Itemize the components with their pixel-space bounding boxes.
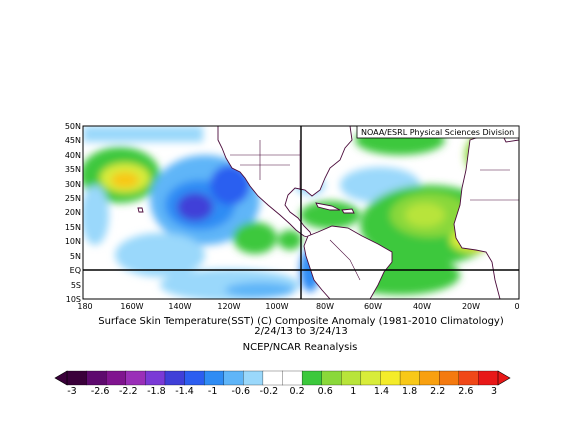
lat-label: 20N (65, 208, 81, 217)
anomaly-cool-nw-pacific (83, 126, 203, 142)
anomaly-warm-east-tropical-pacific (233, 222, 277, 254)
colorbar-label: -1 (208, 386, 217, 397)
land-africa (453, 127, 519, 299)
colorbar-swatch (145, 370, 166, 386)
credit-text: NOAA/ESRL Physical Sciences Division (361, 128, 514, 137)
map-frame (82, 125, 520, 300)
lon-label: 20W (462, 302, 480, 311)
anomaly-field (83, 126, 515, 299)
lon-label: 140W (168, 302, 191, 311)
lon-label: 80W (316, 302, 334, 311)
colorbar-swatch (184, 370, 205, 386)
anomaly-warm-north-pacific-peak (111, 172, 139, 188)
colorbar-label: -0.6 (232, 386, 251, 397)
lon-label: 180 (77, 302, 92, 311)
anomaly-warm-tropical-atlantic-peak (405, 203, 445, 227)
land-south-america (303, 225, 393, 299)
anomaly-cool-baja (210, 165, 250, 205)
period-caption: 2/24/13 to 3/24/13 (254, 326, 348, 337)
lon-label: 40W (413, 302, 431, 311)
colorbar-swatch (439, 370, 460, 386)
anomaly-cool-south-pacific-core (225, 282, 295, 298)
colorbar-label: 2.2 (430, 386, 445, 397)
colorbar-swatch (458, 370, 479, 386)
colorbar-swatch (282, 370, 303, 386)
source-caption: NCEP/NCAR Reanalysis (243, 342, 358, 353)
colorbar-swatch (321, 370, 342, 386)
lat-label: EQ (70, 266, 81, 275)
lon-label: 160W (120, 302, 143, 311)
anomaly-warm-caribbean (300, 201, 360, 229)
colorbar-swatch (86, 370, 107, 386)
colorbar-swatch (399, 370, 421, 386)
lat-label: 50N (65, 122, 81, 131)
colorbar-swatch (341, 370, 362, 386)
colorbar-swatch (66, 370, 88, 386)
colorbar-label: 2.6 (458, 386, 473, 397)
longitude-labels: 180 160W 140W 120W 100W 80W 60W 40W 20W … (77, 302, 519, 311)
anomaly-cool-tropical-pacific (115, 233, 205, 277)
colorbar-swatch (360, 370, 382, 386)
colorbar-right-arrow (497, 370, 511, 386)
land-hawaii (137, 207, 144, 213)
anomaly-warm-near-panama (278, 230, 302, 250)
colorbar-swatches (66, 370, 499, 386)
anomaly-cool-east-pacific-core (177, 193, 213, 221)
colorbar-label: 1.8 (402, 386, 417, 397)
colorbar-swatch (301, 370, 323, 386)
lon-label: 120W (217, 302, 240, 311)
lat-label: 10N (65, 237, 81, 246)
colorbar-left-arrow (54, 370, 68, 386)
colorbar-labels: -3 -2.6 -2.2 -1.8 -1.4 -1 -0.6 -0.2 0.2 0.6 1 1.4 1.… (67, 386, 497, 397)
colorbar: -3 -2.6 -2.2 -1.8 -1.4 -1 -0.6 -0.2 0.2 0.6 1 1.4 1.… (54, 370, 511, 397)
lon-label: 100W (265, 302, 288, 311)
colorbar-label: 3 (491, 386, 497, 397)
lon-label: 0 (514, 302, 519, 311)
lat-label: 10S (66, 295, 81, 304)
colorbar-swatch (478, 370, 499, 386)
lat-label: 5N (70, 252, 81, 261)
colorbar-swatch (262, 370, 284, 386)
anomaly-cool-nw-pacific-edge (83, 185, 109, 245)
colorbar-swatch (106, 370, 127, 386)
colorbar-label: 1 (350, 386, 356, 397)
colorbar-swatch (243, 370, 264, 386)
colorbar-label: -0.2 (260, 386, 279, 397)
colorbar-swatch (223, 370, 244, 386)
colorbar-label: 1.4 (374, 386, 389, 397)
colorbar-swatch (164, 370, 186, 386)
credit-box (356, 125, 520, 139)
lat-label: 45N (65, 136, 81, 145)
lat-label: 35N (65, 165, 81, 174)
colorbar-swatch (125, 370, 146, 386)
lat-label: 25N (65, 194, 81, 203)
colorbar-label: -2.6 (91, 386, 110, 397)
variable-caption: Surface Skin Temperature(SST) (C) Compos… (98, 316, 504, 327)
map-plot (83, 126, 519, 299)
land-north-america (217, 126, 353, 239)
colorbar-label: -1.4 (175, 386, 194, 397)
latitude-labels: 50N 45N 40N 35N 30N 25N 20N 15N 10N 5N E… (65, 122, 81, 304)
colorbar-label: -3 (67, 386, 76, 397)
colorbar-swatch (380, 370, 401, 386)
colorbar-label: -1.8 (147, 386, 166, 397)
colorbar-swatch (419, 370, 440, 386)
colorbar-label: -2.2 (119, 386, 138, 397)
lat-label: 30N (65, 180, 81, 189)
lat-label: 5S (71, 281, 81, 290)
land-cuba (315, 202, 341, 211)
land-hispaniola (341, 208, 355, 214)
colorbar-swatch (203, 370, 225, 386)
lon-label: 60W (364, 302, 382, 311)
lat-label: 15N (65, 223, 81, 232)
country-borders (230, 140, 519, 281)
colorbar-label: 0.2 (290, 386, 305, 397)
colorbar-label: 0.6 (318, 386, 333, 397)
lat-label: 40N (65, 151, 81, 160)
